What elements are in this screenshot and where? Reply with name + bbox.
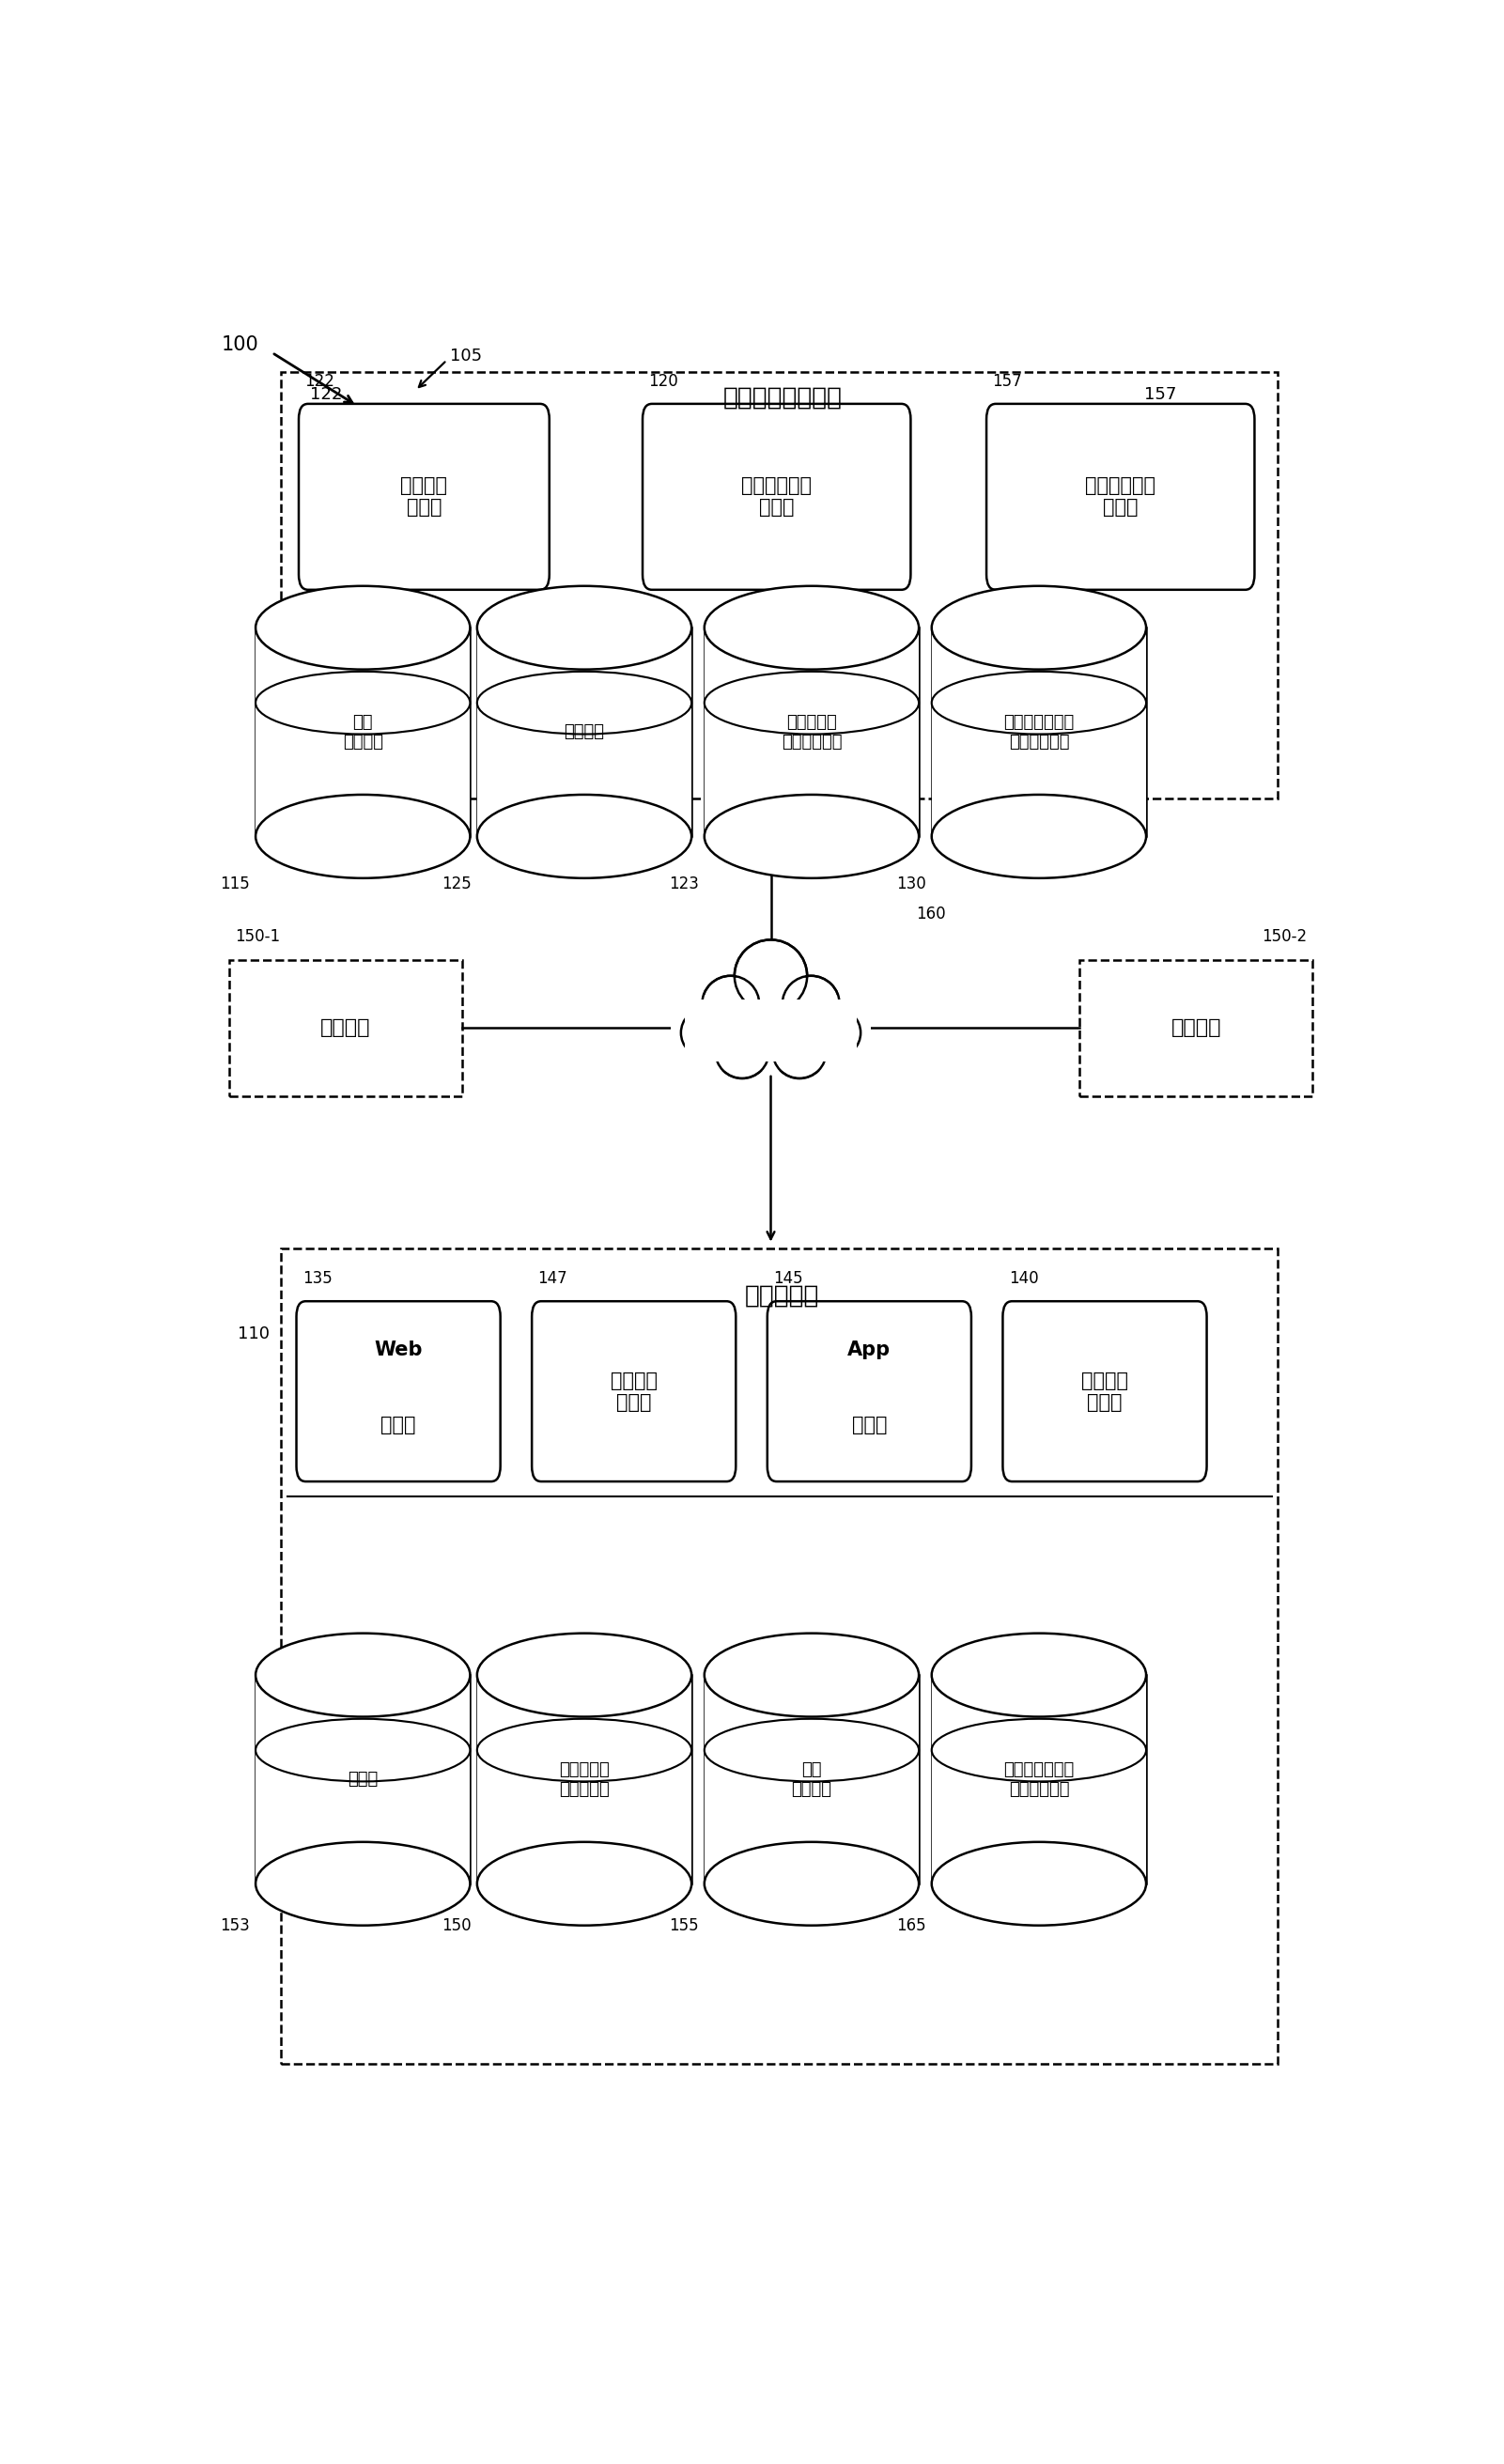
Text: 105: 105: [450, 347, 483, 365]
Bar: [256, 1676, 471, 1882]
Text: 160: 160: [916, 907, 946, 922]
Bar: [704, 628, 919, 835]
Text: Web: Web: [374, 1340, 423, 1360]
Ellipse shape: [931, 586, 1146, 670]
FancyBboxPatch shape: [642, 404, 911, 589]
Text: 135: 135: [302, 1269, 332, 1286]
Bar: [931, 628, 1146, 835]
Ellipse shape: [702, 976, 760, 1032]
FancyBboxPatch shape: [296, 1301, 501, 1481]
Text: 动态内容
生成器: 动态内容 生成器: [611, 1370, 657, 1412]
Text: 122: 122: [305, 372, 334, 389]
Ellipse shape: [477, 796, 692, 877]
Text: 147: 147: [538, 1269, 567, 1286]
Bar: [704, 1676, 919, 1882]
Ellipse shape: [784, 978, 838, 1030]
Ellipse shape: [716, 1025, 769, 1079]
Ellipse shape: [737, 941, 805, 1010]
Ellipse shape: [931, 1634, 1146, 1717]
Bar: [256, 628, 471, 835]
Text: 145: 145: [773, 1269, 803, 1286]
Ellipse shape: [812, 1010, 859, 1055]
Text: 客户端系统: 客户端系统: [744, 1284, 820, 1308]
Text: 用户设备: 用户设备: [1172, 1018, 1221, 1037]
Ellipse shape: [477, 1634, 692, 1717]
FancyBboxPatch shape: [987, 404, 1254, 589]
Ellipse shape: [256, 796, 471, 877]
Bar: [229, 958, 462, 1096]
Text: 150-2: 150-2: [1262, 929, 1307, 946]
Ellipse shape: [931, 796, 1146, 877]
Text: 123: 123: [669, 875, 698, 892]
Bar: [477, 1676, 692, 1882]
Ellipse shape: [717, 1027, 767, 1077]
Text: 120: 120: [648, 372, 678, 389]
FancyBboxPatch shape: [299, 404, 549, 589]
Ellipse shape: [256, 1634, 471, 1717]
FancyBboxPatch shape: [1003, 1301, 1206, 1481]
Ellipse shape: [256, 1843, 471, 1924]
Ellipse shape: [704, 1634, 919, 1717]
Bar: [931, 1676, 1146, 1882]
FancyBboxPatch shape: [767, 1301, 972, 1481]
Text: 150: 150: [442, 1917, 471, 1934]
Text: 165: 165: [896, 1917, 926, 1934]
Ellipse shape: [931, 1843, 1146, 1924]
Ellipse shape: [704, 978, 758, 1030]
Text: 内容库: 内容库: [347, 1772, 378, 1789]
Text: 100: 100: [221, 335, 259, 355]
Bar: [281, 372, 1278, 798]
Text: 机器
学习数据: 机器 学习数据: [791, 1762, 832, 1799]
Ellipse shape: [811, 1008, 860, 1057]
Ellipse shape: [256, 586, 471, 670]
Text: 简档数据
填充器: 简档数据 填充器: [400, 476, 448, 517]
Ellipse shape: [681, 1008, 731, 1057]
Ellipse shape: [477, 1843, 692, 1924]
Ellipse shape: [704, 1843, 919, 1924]
Ellipse shape: [773, 1025, 826, 1079]
Text: 安全客户端
可用用户数据: 安全客户端 可用用户数据: [781, 715, 842, 749]
Text: 特定于客户端的
学习到的数据: 特定于客户端的 学习到的数据: [1003, 1762, 1074, 1799]
Ellipse shape: [477, 586, 692, 670]
Text: 157: 157: [993, 372, 1023, 389]
Text: 参数数据: 参数数据: [564, 724, 605, 742]
Text: 服务器: 服务器: [381, 1417, 417, 1434]
Text: 特定于客户端的
学习到的数据: 特定于客户端的 学习到的数据: [1003, 715, 1074, 749]
Text: 服务器: 服务器: [851, 1417, 887, 1434]
Text: 115: 115: [220, 875, 250, 892]
Text: 机器学习模型
配置器: 机器学习模型 配置器: [741, 476, 812, 517]
Text: 140: 140: [1009, 1269, 1038, 1286]
Text: 客户端管理
的用户数据: 客户端管理 的用户数据: [559, 1762, 609, 1799]
Bar: [477, 628, 692, 835]
Text: 机器学习数据平台: 机器学习数据平台: [723, 387, 842, 411]
Text: 网络: 网络: [758, 1003, 784, 1023]
Ellipse shape: [704, 586, 919, 670]
Ellipse shape: [683, 1010, 729, 1055]
FancyBboxPatch shape: [532, 1301, 735, 1481]
Ellipse shape: [775, 1027, 824, 1077]
Text: 150-1: 150-1: [235, 929, 280, 946]
Text: 153: 153: [220, 1917, 250, 1934]
Ellipse shape: [704, 796, 919, 877]
Text: 电子邮件
服务器: 电子邮件 服务器: [1081, 1370, 1128, 1412]
Text: 匿名
用户数据: 匿名 用户数据: [343, 715, 384, 749]
Text: 155: 155: [669, 1917, 698, 1934]
Bar: [1080, 958, 1313, 1096]
Text: 用户设备: 用户设备: [320, 1018, 370, 1037]
Text: App: App: [848, 1340, 890, 1360]
Ellipse shape: [782, 976, 839, 1032]
Text: 机器学习模型
实现器: 机器学习模型 实现器: [1086, 476, 1155, 517]
Text: 122: 122: [310, 387, 343, 402]
Bar: [684, 1000, 857, 1062]
Text: 130: 130: [896, 875, 926, 892]
Ellipse shape: [734, 939, 808, 1013]
Bar: [671, 995, 871, 1072]
Text: 125: 125: [441, 875, 471, 892]
Text: 110: 110: [238, 1326, 269, 1343]
Bar: [281, 1249, 1278, 2065]
Text: 157: 157: [1145, 387, 1176, 402]
